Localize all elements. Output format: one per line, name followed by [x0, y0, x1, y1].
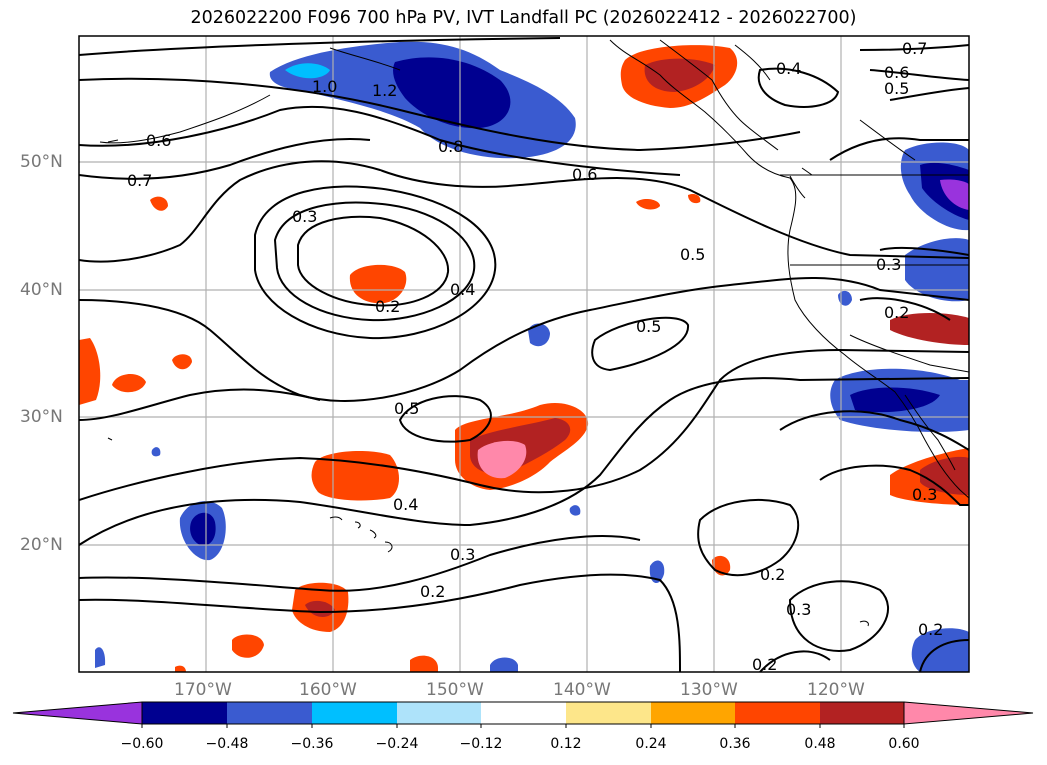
colorbar-segment	[397, 702, 481, 724]
colorbar-segment	[227, 702, 312, 724]
colorbar-tick-label: 0.24	[635, 736, 667, 752]
neg-area-small-1	[528, 323, 550, 347]
contour-label: 1.0	[312, 77, 337, 96]
pos-area-40n	[349, 264, 407, 304]
colorbar-frame	[141, 701, 905, 725]
contour-label: 0.4	[776, 59, 801, 78]
contour-label: 0.5	[884, 79, 909, 98]
neg-area-bottom-right	[911, 628, 969, 672]
colorbar-segment	[651, 702, 735, 724]
latitude-label: 50°N	[20, 152, 63, 172]
map-frame	[78, 35, 970, 673]
contour-label: 0.6	[884, 63, 909, 82]
contour-label: 0.5	[394, 399, 419, 418]
shaded-pv-field	[79, 41, 969, 672]
contour-label: 0.7	[127, 171, 152, 190]
contour-label: 0.2	[752, 655, 777, 674]
colorbar-segment	[481, 702, 566, 724]
contour-label: 0.5	[636, 317, 661, 336]
contour-label: 0.2	[918, 620, 943, 639]
latitude-label: 20°N	[20, 535, 63, 555]
colorbar-tick-label: 0.48	[804, 736, 836, 752]
colorbar-tick-label: −0.48	[205, 736, 249, 752]
contour-label: 0.3	[876, 255, 901, 274]
contour-label: 0.2	[420, 582, 445, 601]
colorbar-tick-label: 0.12	[550, 736, 582, 752]
colorbar-segment	[735, 702, 820, 724]
colorbar-segment	[820, 702, 904, 724]
contour-labels: 0.7 0.6 0.5 0.4 1.0 1.2 0.6 0.7 0.8 0.6 …	[127, 39, 943, 674]
colorbar-tick-label: −0.12	[459, 736, 503, 752]
longitude-label: 120°W	[807, 680, 865, 700]
colorbar-extend-right	[903, 701, 1034, 725]
colorbar-tick-label: −0.24	[375, 736, 419, 752]
colorbar-tick-label: −0.36	[290, 736, 334, 752]
contour-label: 0.4	[450, 280, 475, 299]
pv-contours	[79, 37, 969, 672]
contour-label: 0.6	[146, 131, 171, 150]
pos-area-west-edge	[79, 338, 101, 405]
longitude-label: 160°W	[299, 680, 357, 700]
latitude-label: 40°N	[20, 280, 63, 300]
colorbar-segment	[566, 702, 651, 724]
colorbar-extend-left	[12, 701, 143, 725]
colorbar	[12, 701, 1034, 728]
longitude-label: 130°W	[680, 680, 738, 700]
colorbar-tick-label: −0.60	[120, 736, 164, 752]
neg-area-oregon	[905, 238, 969, 302]
contour-label: 0.2	[375, 297, 400, 316]
contour-low-0-2	[254, 185, 497, 340]
contour-label: 0.6	[572, 165, 597, 184]
contour-label: 1.2	[372, 81, 397, 100]
pos-area-gulf-california	[890, 313, 969, 345]
contour-label: 0.2	[884, 303, 909, 322]
contour-label: 0.3	[292, 207, 317, 226]
contour-label: 0.7	[902, 39, 927, 58]
contour-label: 0.3	[786, 600, 811, 619]
contour-label: 0.8	[438, 137, 463, 156]
contour-label: 0.3	[450, 545, 475, 564]
latitude-label: 30°N	[20, 407, 63, 427]
longitude-label: 170°W	[174, 680, 232, 700]
colorbar-tick-label: 0.36	[719, 736, 751, 752]
colorbar-segment	[142, 702, 227, 724]
contour-label: 0.5	[680, 245, 705, 264]
contour-label: 0.3	[912, 485, 937, 504]
figure-title: 2026022200 F096 700 hPa PV, IVT Landfall…	[190, 8, 857, 28]
contour-label: 0.2	[760, 565, 785, 584]
contour-label: 0.4	[393, 495, 418, 514]
longitude-label: 140°W	[553, 680, 611, 700]
colorbar-segment	[312, 702, 397, 724]
map-area: 0.7 0.6 0.5 0.4 1.0 1.2 0.6 0.7 0.8 0.6 …	[79, 36, 969, 674]
coastlines	[99, 39, 969, 627]
longitude-label: 150°W	[426, 680, 484, 700]
colorbar-tick-label: 0.60	[888, 736, 920, 752]
